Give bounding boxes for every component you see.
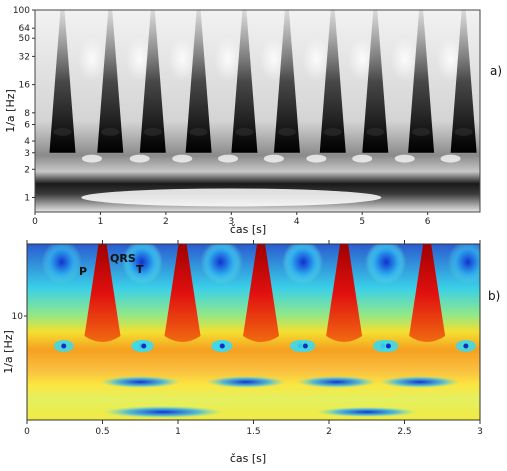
annotation-p: P [79,265,87,278]
b-xtick-2: 1 [175,427,181,437]
a-gap-light-6 [352,154,373,163]
a-gap-glow-0 [77,37,106,82]
a-ytick-5: 8 [24,109,30,119]
b-beat-spike-4 [409,244,446,342]
panel-b: 0 0.5 1 1.5 2 2.5 3 10 P QRS T čas [s] 1/a [Hz]… [2,240,500,465]
a-beat-blob-6 [323,127,342,136]
b-beat-spike-3 [326,244,363,342]
b-xtick-6: 3 [477,427,483,437]
b-mid-dot-3-0 [302,343,308,349]
a-beat-spike-1 [97,10,124,153]
panel-a-xlabel: čas [s] [230,223,266,236]
a-beat-blob-3 [189,127,208,136]
a-beat-blob-8 [412,127,431,136]
b-lowest-band-1 [316,407,417,417]
b-mid-dot-4-1 [463,343,469,349]
a-ytick-3: 4 [24,137,30,147]
a-ytick-8: 50 [19,34,31,44]
a-beat-spike-9 [450,10,477,153]
panel-b-xlabel: čas [s] [230,452,266,465]
a-beat-spike-7 [362,10,389,153]
b-high-freq-patch-2-0 [200,244,241,284]
a-ytick-10: 100 [13,6,30,16]
a-gap-light-2 [172,154,193,163]
a-beat-spike-4 [231,10,258,153]
a-xtick-3: 3 [228,217,234,227]
b-beat-spike-2 [243,244,280,342]
a-ytick-4: 6 [24,121,30,131]
a-xtick-0: 0 [32,217,38,227]
a-beat-blob-5 [277,127,296,136]
a-gap-light-0 [81,154,102,163]
a-gap-light-9 [483,155,503,163]
b-high-freq-patch-1-0 [121,244,162,284]
b-high-freq-patch-3-0 [283,244,324,284]
a-beat-blob-2 [143,127,162,136]
a-xtick-2: 2 [163,217,169,227]
annotation-t: T [136,263,144,276]
a-beat-blob-0 [53,127,72,136]
b-beat-spike-1 [164,244,201,342]
a-beat-spike-6 [319,10,346,153]
b-xtick-4: 2 [326,427,332,437]
b-high-freq-patch-4-0 [366,244,407,284]
b-xtick-5: 2.5 [397,427,411,437]
b-ytick-0: 10 [12,312,24,322]
a-ytick-7: 32 [19,52,30,62]
a-beat-spike-5 [273,10,300,153]
a-gap-light-7 [394,154,415,163]
a-beat-blob-4 [235,127,254,136]
a-gap-glow-3 [214,37,243,82]
a-gap-light-5 [306,154,327,163]
a-xtick-1: 1 [98,217,104,227]
a-gap-light-8 [440,154,461,163]
a-ytick-0: 1 [24,193,30,203]
panel-b-label: b) [488,289,500,303]
b-low-freq-band-1 [205,376,286,388]
a-gap-light-4 [263,154,284,163]
a-beat-spike-0 [49,10,76,153]
a-gap-glow-5 [302,37,331,82]
a-gap-light-1 [129,154,150,163]
panel-b-ylabel: 1/a [Hz] [2,330,15,374]
a-ytick-6: 16 [19,81,31,91]
annotation-qrs: QRS [110,252,136,265]
a-beat-blob-1 [101,127,120,136]
a-beat-spike-2 [139,10,166,153]
b-xtick-1: 0.5 [95,427,109,437]
a-ytick-1: 2 [24,165,30,175]
a-xtick-6: 6 [425,217,431,227]
a-gap-glow-2 [168,37,197,82]
a-gap-glow-7 [390,37,419,82]
a-beat-spike-8 [408,10,435,153]
a-beat-blob-9 [454,127,473,136]
b-mid-dot-0-0 [61,343,67,349]
b-high-freq-patch-0-0 [41,244,82,284]
a-low-freq-band [81,188,382,207]
panel-a-label: a) [490,64,502,78]
b-xtick-3: 1.5 [246,427,260,437]
b-beat-spike-0 [84,244,121,342]
b-high-freq-patch-4-1 [447,244,480,284]
b-lowest-band-0 [102,406,223,418]
a-ytick-9: 64 [19,24,31,34]
b-low-freq-band-0 [100,376,181,388]
b-mid-dot-2-0 [219,343,225,349]
a-ytick-2: 3 [24,149,30,159]
b-mid-dot-1-0 [141,343,147,349]
a-xtick-5: 5 [359,217,365,227]
b-low-freq-band-3 [379,376,460,388]
b-low-freq-band-2 [296,376,377,388]
b-mid-dot-4-0 [385,343,391,349]
a-beat-spike-3 [185,10,212,153]
panel-a-ylabel: 1/a [Hz] [4,89,17,133]
a-beat-blob-7 [366,127,385,136]
a-gap-light-3 [218,154,239,163]
b-xtick-0: 0 [24,427,30,437]
a-xtick-4: 4 [294,217,300,227]
